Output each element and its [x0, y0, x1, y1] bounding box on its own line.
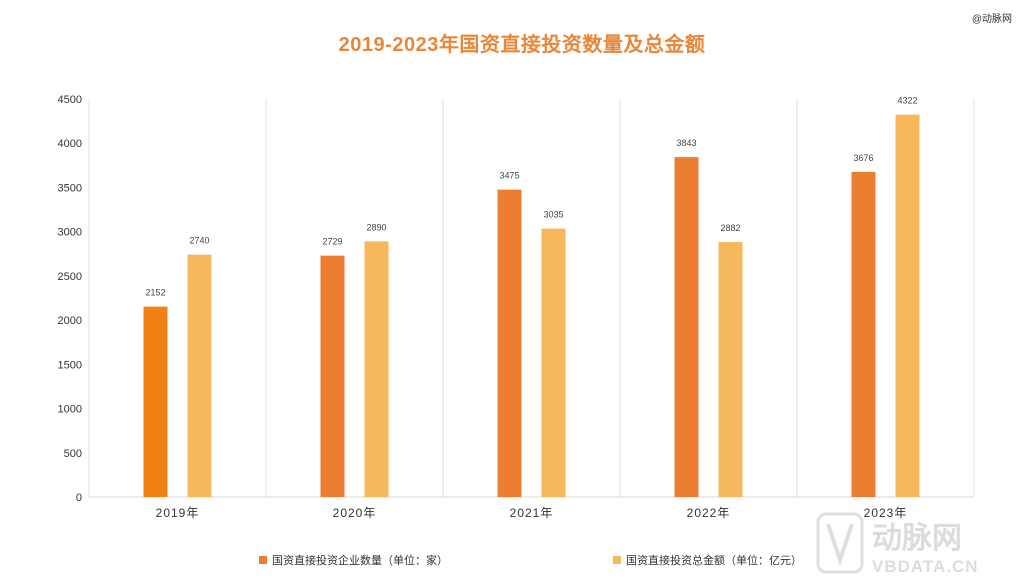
bar-count	[674, 157, 699, 497]
chart-gridlines	[88, 99, 975, 498]
data-label: 2740	[189, 236, 209, 246]
y-tick-label: 4000	[58, 138, 82, 150]
watermark-top-right: @动脉网	[972, 12, 1012, 25]
bar-amount	[187, 254, 212, 497]
logo-cn-text: 动脉网	[872, 522, 962, 555]
data-labels: 2152 2729 3475 3843 3676 2740 2890 3035 2882 4322	[145, 96, 917, 298]
data-label: 3475	[499, 171, 519, 181]
y-tick-label: 4500	[58, 94, 82, 106]
vb-logo-icon	[816, 512, 864, 574]
legend: 国资直接投资企业数量（单位：家） 国资直接投资总金额（单位：亿元）	[259, 553, 802, 567]
x-category-label: 2020年	[333, 506, 377, 520]
bar-count	[320, 255, 345, 497]
bar-count	[143, 306, 168, 497]
x-axis-categories: 2019年 2020年 2021年 2022年 2023年	[156, 506, 908, 520]
y-tick-label: 500	[64, 448, 82, 460]
x-category-label: 2022年	[687, 506, 731, 520]
x-category-label: 2021年	[510, 506, 554, 520]
legend-label-amount: 国资直接投资总金额（单位：亿元）	[626, 553, 802, 567]
vb-logo-mark	[826, 523, 854, 567]
bar-count	[497, 189, 522, 497]
legend-label-count: 国资直接投资企业数量（单位：家）	[272, 553, 448, 567]
bar-amount	[541, 228, 566, 497]
y-axis-ticks: 0 500 1000 1500 2000 2500 3000 3500 4000 4500	[58, 94, 82, 504]
y-tick-label: 2500	[58, 271, 82, 283]
bar-amount	[364, 241, 389, 497]
data-label: 2729	[322, 237, 342, 247]
bar-count	[851, 171, 876, 497]
vbdata-logo: 动脉网 VBDATA.CN	[816, 512, 979, 576]
data-label: 2882	[720, 223, 740, 233]
y-tick-label: 3500	[58, 182, 82, 194]
data-label: 2890	[366, 222, 386, 232]
chart-title: 2019-2023年国资直接投资数量及总金额	[339, 32, 706, 56]
data-label: 3843	[676, 138, 696, 148]
chart-bars	[143, 114, 920, 498]
y-tick-label: 1000	[58, 404, 82, 416]
bar-amount	[895, 114, 920, 498]
y-tick-label: 0	[76, 492, 82, 504]
y-tick-label: 2000	[58, 315, 82, 327]
x-category-label: 2023年	[864, 506, 908, 520]
data-label: 3676	[853, 153, 873, 163]
data-label: 2152	[145, 288, 165, 298]
legend-swatch-amount	[613, 556, 621, 564]
bar-amount	[718, 242, 743, 497]
data-label: 4322	[897, 96, 917, 106]
legend-swatch-count	[259, 556, 267, 564]
data-label: 3035	[543, 210, 563, 220]
x-category-label: 2019年	[156, 506, 200, 520]
logo-en-text: VBDATA.CN	[872, 557, 979, 576]
y-tick-label: 1500	[58, 359, 82, 371]
y-tick-label: 3000	[58, 227, 82, 239]
